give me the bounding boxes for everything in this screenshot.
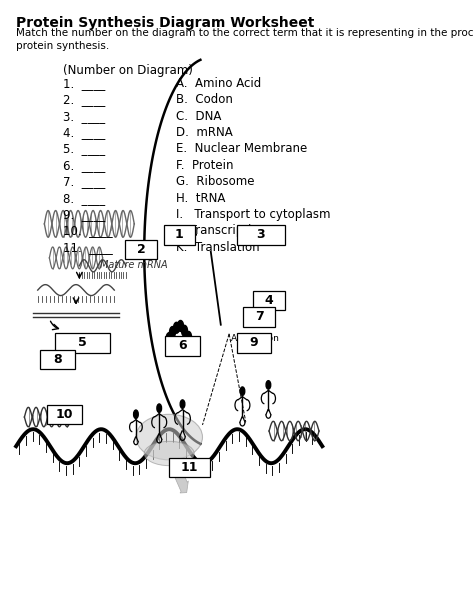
Circle shape	[134, 410, 138, 419]
Circle shape	[178, 321, 183, 332]
Text: 7: 7	[255, 310, 264, 323]
Text: H.  tRNA: H. tRNA	[176, 192, 225, 205]
Text: 2.  ____: 2. ____	[63, 93, 105, 106]
Text: I.   Transport to cytoplasm: I. Transport to cytoplasm	[176, 208, 330, 221]
Text: F.  Protein: F. Protein	[176, 159, 233, 172]
Text: 10.  ____: 10. ____	[63, 224, 112, 237]
Text: 6.  ____: 6. ____	[63, 159, 105, 172]
FancyBboxPatch shape	[164, 225, 195, 245]
Text: 9.  ____: 9. ____	[63, 208, 105, 221]
Ellipse shape	[144, 441, 194, 466]
FancyBboxPatch shape	[165, 337, 200, 356]
Text: 1.  ____: 1. ____	[63, 77, 105, 90]
FancyBboxPatch shape	[169, 458, 210, 477]
Text: Match the number on the diagram to the correct term that it is representing in t: Match the number on the diagram to the c…	[16, 28, 474, 51]
Circle shape	[170, 327, 175, 338]
Text: 1: 1	[175, 228, 183, 242]
Circle shape	[166, 333, 172, 343]
FancyBboxPatch shape	[254, 291, 285, 310]
Text: G.  Ribosome: G. Ribosome	[176, 175, 255, 188]
Text: 3.  ____: 3. ____	[63, 110, 105, 123]
Circle shape	[173, 322, 180, 333]
Text: 8.  ____: 8. ____	[63, 192, 105, 205]
Text: A.  Amino Acid: A. Amino Acid	[176, 77, 261, 90]
Text: 8: 8	[54, 353, 62, 366]
Text: 5.  ____: 5. ____	[63, 142, 105, 156]
FancyBboxPatch shape	[55, 333, 110, 353]
FancyBboxPatch shape	[237, 225, 285, 245]
Text: 11: 11	[181, 461, 198, 474]
Circle shape	[182, 326, 188, 337]
Text: 11.  ____: 11. ____	[63, 241, 112, 254]
FancyBboxPatch shape	[237, 333, 272, 352]
FancyArrow shape	[174, 467, 188, 493]
Text: Mature mRNA: Mature mRNA	[100, 260, 168, 270]
Text: D.  mRNA: D. mRNA	[176, 126, 233, 139]
Text: B.  Codon: B. Codon	[176, 93, 233, 106]
Circle shape	[266, 381, 271, 389]
Circle shape	[180, 400, 185, 408]
Text: 10: 10	[55, 408, 73, 421]
Circle shape	[185, 332, 191, 342]
Text: 4.  ____: 4. ____	[63, 126, 105, 139]
FancyBboxPatch shape	[47, 405, 82, 424]
Text: 3: 3	[256, 228, 265, 242]
Text: 9: 9	[250, 337, 258, 349]
FancyBboxPatch shape	[40, 349, 75, 369]
Text: 2: 2	[137, 243, 146, 256]
Text: J.  Transcription: J. Transcription	[176, 224, 267, 237]
FancyBboxPatch shape	[244, 307, 275, 327]
Text: 4: 4	[264, 294, 273, 307]
Text: Anti-codon: Anti-codon	[231, 334, 280, 343]
FancyBboxPatch shape	[125, 240, 156, 259]
Text: 6: 6	[178, 340, 187, 352]
Text: E.  Nuclear Membrane: E. Nuclear Membrane	[176, 142, 307, 156]
Circle shape	[240, 387, 245, 395]
Text: Protein Synthesis Diagram Worksheet: Protein Synthesis Diagram Worksheet	[16, 16, 314, 30]
Text: 5: 5	[78, 337, 87, 349]
Text: 7.  ____: 7. ____	[63, 175, 105, 188]
Circle shape	[157, 404, 162, 413]
Circle shape	[190, 339, 195, 349]
Text: (Number on Diagram): (Number on Diagram)	[63, 64, 192, 77]
Ellipse shape	[136, 414, 202, 460]
Text: C.  DNA: C. DNA	[176, 110, 221, 123]
Text: K.  Translation: K. Translation	[176, 241, 259, 254]
